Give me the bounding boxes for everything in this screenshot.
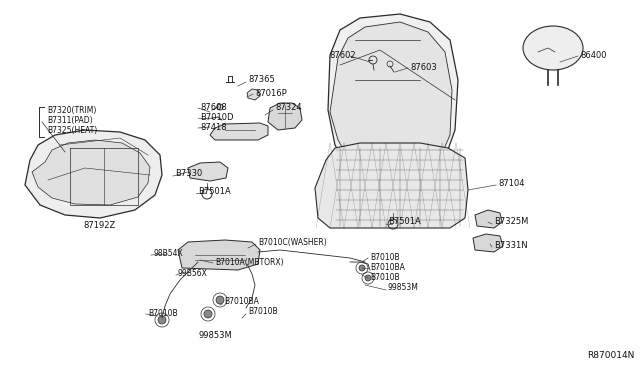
Text: B7010C(WASHER): B7010C(WASHER)	[258, 237, 327, 247]
Text: 98B54X: 98B54X	[153, 250, 183, 259]
Text: 99853M: 99853M	[198, 331, 232, 340]
Polygon shape	[25, 130, 162, 218]
Circle shape	[365, 275, 371, 281]
Text: B7010B: B7010B	[370, 253, 399, 262]
Text: 87603: 87603	[410, 62, 436, 71]
Circle shape	[158, 316, 166, 324]
Ellipse shape	[523, 26, 583, 70]
Text: 87602: 87602	[330, 51, 356, 60]
Text: B7010B: B7010B	[148, 308, 178, 317]
Text: R870014N: R870014N	[587, 350, 634, 359]
Polygon shape	[330, 22, 452, 174]
Text: 86400: 86400	[580, 51, 607, 60]
Text: 99B56X: 99B56X	[178, 269, 208, 279]
Text: B7010B: B7010B	[248, 308, 278, 317]
Text: B7010BA: B7010BA	[370, 263, 405, 272]
Text: 87104: 87104	[498, 179, 525, 187]
Polygon shape	[247, 89, 260, 100]
Text: 87016P: 87016P	[255, 89, 287, 97]
Polygon shape	[32, 140, 150, 205]
Text: B7320(TRIM): B7320(TRIM)	[47, 106, 97, 115]
Text: 87324: 87324	[275, 103, 301, 112]
Text: B7325(HEAT): B7325(HEAT)	[47, 126, 97, 135]
Text: B7010BA: B7010BA	[224, 298, 259, 307]
Text: 87418: 87418	[200, 122, 227, 131]
Polygon shape	[315, 143, 468, 228]
Polygon shape	[178, 240, 260, 270]
Text: B7501A: B7501A	[388, 218, 420, 227]
Text: B7325M: B7325M	[494, 218, 529, 227]
Circle shape	[217, 104, 223, 110]
Text: B7311(PAD): B7311(PAD)	[47, 116, 93, 125]
Polygon shape	[210, 123, 268, 140]
Text: B7501A: B7501A	[198, 187, 231, 196]
Circle shape	[359, 265, 365, 271]
Polygon shape	[473, 234, 503, 252]
Text: 99853M: 99853M	[388, 283, 419, 292]
Polygon shape	[188, 162, 228, 181]
Circle shape	[216, 296, 224, 304]
Text: 87608: 87608	[200, 103, 227, 112]
Text: 87365: 87365	[248, 76, 275, 84]
Text: B7010D: B7010D	[200, 112, 234, 122]
Text: B7010A(MBTORX): B7010A(MBTORX)	[215, 257, 284, 266]
Polygon shape	[475, 210, 502, 228]
Text: B7330: B7330	[175, 170, 202, 179]
Polygon shape	[328, 14, 458, 180]
Text: 87192Z: 87192Z	[84, 221, 116, 230]
Text: B7010B: B7010B	[370, 273, 399, 282]
Polygon shape	[268, 103, 302, 130]
Circle shape	[204, 310, 212, 318]
Text: B7331N: B7331N	[494, 241, 527, 250]
